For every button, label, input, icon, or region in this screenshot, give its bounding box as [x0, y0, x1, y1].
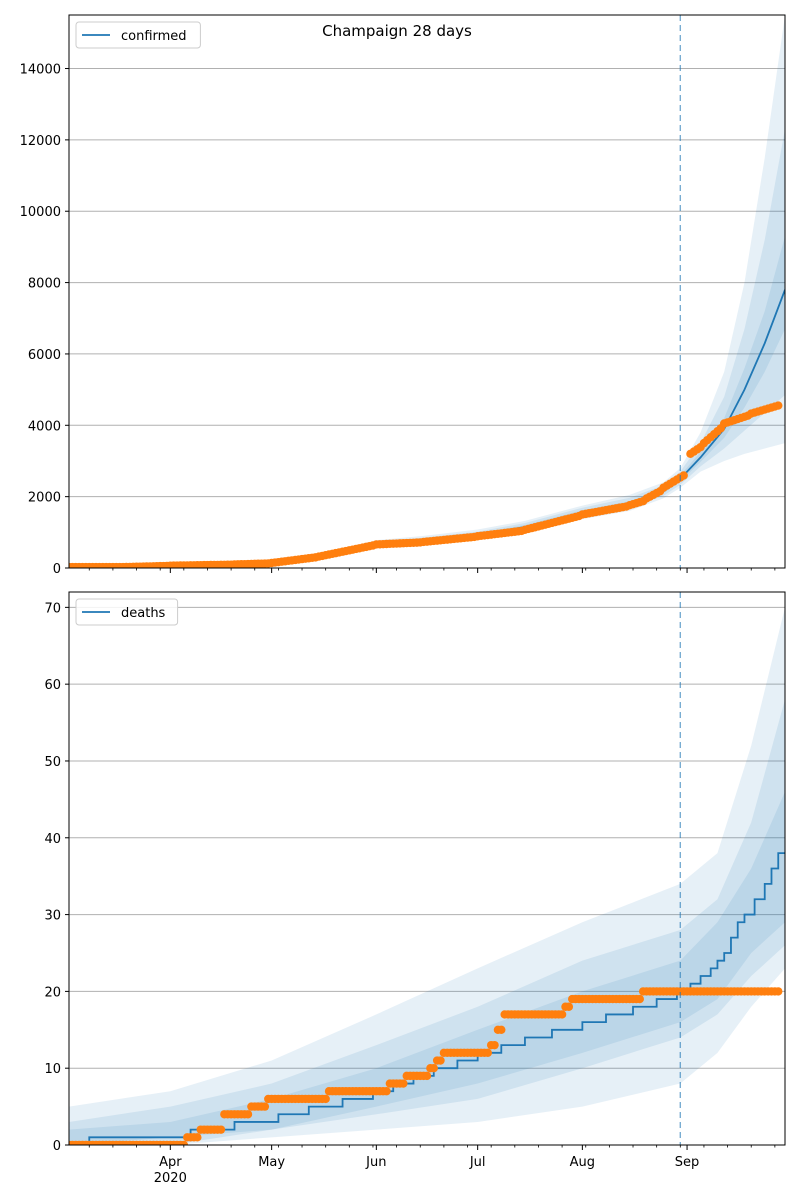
observed-point — [483, 1048, 492, 1058]
observed-point — [679, 471, 688, 480]
y-tick-label: 4000 — [28, 419, 61, 434]
observed-point — [497, 1025, 506, 1034]
y-tick-label: 10 — [44, 1062, 61, 1077]
x-tick-label: Jul — [469, 1155, 486, 1170]
legend-box — [75, 598, 179, 626]
x-tick-label: May — [258, 1155, 285, 1170]
observed-point — [490, 1040, 499, 1050]
confidence-band — [69, 699, 785, 1145]
y-tick-label: 8000 — [28, 277, 61, 292]
legend: confirmed — [75, 21, 201, 49]
x-tick-sublabel: 2020 — [154, 1171, 187, 1186]
observed-point — [260, 1102, 270, 1111]
x-tick-label: Sep — [675, 1155, 700, 1170]
confirmed-panel: 0 2000 4000 6000 8000 10000 12000 14000 confirme… — [20, 14, 786, 577]
model-line — [69, 852, 785, 1145]
figure-title: Champaign 28 days — [322, 22, 472, 40]
observed-point — [557, 1010, 567, 1019]
observed-point — [774, 987, 783, 996]
observed-point — [564, 1002, 574, 1011]
x-tick-label: Aug — [570, 1155, 595, 1170]
legend-box — [75, 21, 201, 49]
observed-point — [436, 1056, 445, 1065]
y-tick-label: 2000 — [28, 491, 61, 506]
y-tick-label: 20 — [44, 985, 61, 1000]
observed-point — [193, 1133, 202, 1142]
axes-frame — [68, 591, 786, 1146]
y-tick-label: 60 — [44, 678, 61, 693]
y-tick-label: 70 — [44, 601, 61, 616]
y-tick-label: 6000 — [28, 348, 61, 363]
legend-label: confirmed — [121, 29, 187, 44]
confidence-band — [69, 607, 785, 1145]
y-tick-label: 12000 — [20, 134, 61, 149]
confidence-band — [69, 236, 785, 568]
y-tick-label: 30 — [44, 909, 61, 924]
observed-point — [382, 1087, 391, 1096]
legend-label: deaths — [121, 606, 166, 621]
y-tick-label: 50 — [44, 755, 61, 770]
x-tick-label: Apr — [159, 1155, 182, 1170]
y-tick-label: 10000 — [20, 205, 61, 220]
legend: deaths — [75, 598, 179, 626]
y-tick-label: 0 — [53, 1139, 61, 1154]
x-tick-label: Jun — [365, 1155, 386, 1170]
confidence-band — [69, 129, 785, 568]
y-tick-label: 14000 — [20, 63, 61, 78]
observed-point — [216, 1125, 226, 1134]
observed-point — [774, 401, 783, 410]
observed-point — [429, 1063, 438, 1073]
observed-point — [321, 1094, 330, 1104]
y-tick-label: 40 — [44, 832, 61, 847]
observed-point — [399, 1079, 408, 1088]
observed-point — [179, 1140, 189, 1145]
y-tick-label: 0 — [53, 562, 61, 577]
plot-area — [69, 15, 785, 568]
observed-point — [635, 994, 644, 1004]
observed-point — [422, 1071, 432, 1081]
plot-area — [69, 606, 785, 1145]
axes-frame — [68, 14, 786, 569]
observed-point — [243, 1110, 253, 1119]
model-line — [69, 289, 785, 568]
